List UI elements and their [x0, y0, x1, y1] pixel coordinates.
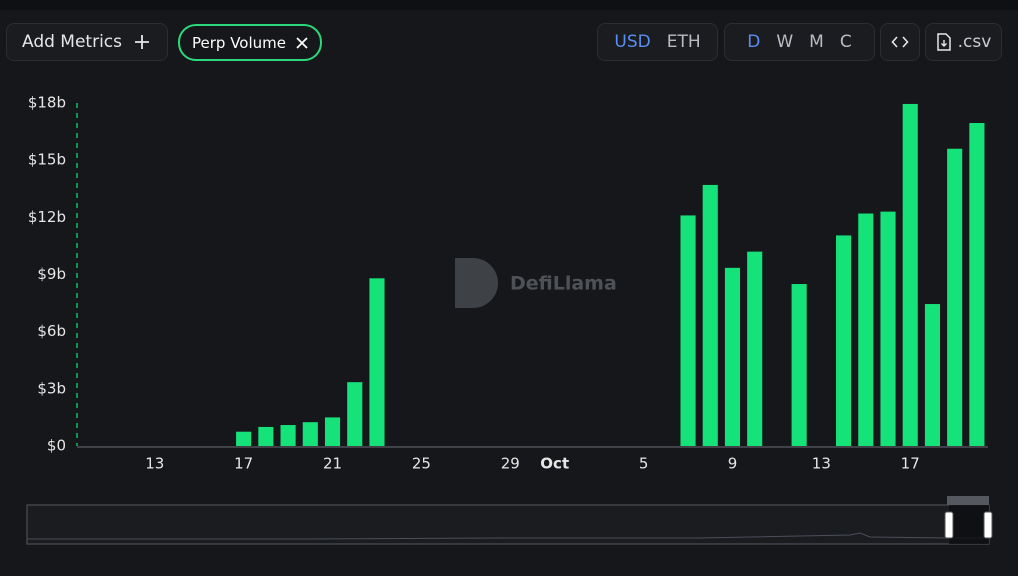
- y-tick-label: $3b: [37, 379, 66, 397]
- slider-handle[interactable]: [983, 511, 993, 539]
- period-option[interactable]: W: [776, 32, 794, 52]
- slider-handle[interactable]: [944, 511, 954, 539]
- metric-chip-label: Perp Volume: [192, 33, 286, 52]
- x-tick-label: 25: [412, 455, 431, 473]
- embed-button[interactable]: [880, 23, 920, 61]
- y-tick-label: $12b: [28, 208, 66, 226]
- bar: [969, 123, 985, 446]
- watermark-text: DefiLlama: [510, 273, 617, 295]
- bar: [324, 417, 341, 446]
- bar: [858, 213, 874, 446]
- bar: [347, 382, 363, 446]
- csv-button[interactable]: .csv: [925, 23, 1002, 61]
- period-toggle: D W M C: [724, 23, 875, 61]
- currency-option[interactable]: USD: [614, 32, 651, 52]
- x-tick-label: 29: [501, 455, 520, 473]
- bar: [302, 422, 318, 446]
- bar: [836, 235, 852, 446]
- period-option[interactable]: D: [747, 32, 761, 52]
- range-slider[interactable]: [26, 496, 993, 545]
- bar: [258, 426, 274, 446]
- bar: [280, 425, 296, 446]
- code-icon: [891, 36, 909, 48]
- bar: [924, 304, 941, 446]
- bar: [236, 431, 252, 446]
- y-tick-label: $18b: [28, 94, 66, 112]
- slider-bar: [947, 496, 989, 505]
- metric-chip[interactable]: Perp Volume: [178, 24, 322, 61]
- bar: [902, 103, 918, 447]
- bar: [369, 278, 385, 446]
- x-tick-label: 9: [728, 455, 738, 473]
- x-tick-label: 13: [145, 455, 164, 473]
- y-tick-label: $15b: [28, 151, 66, 169]
- csv-label: .csv: [957, 32, 992, 52]
- x-tick-label: Oct: [540, 455, 569, 473]
- x-tick-label: 5: [639, 455, 649, 473]
- slider-preview: [27, 532, 989, 540]
- bar: [880, 211, 896, 446]
- bar: [947, 148, 963, 446]
- top-border: [0, 0, 1018, 10]
- y-tick-label: $0: [47, 437, 66, 455]
- bar: [702, 184, 718, 446]
- file-icon: [936, 33, 951, 51]
- period-option[interactable]: M: [809, 32, 824, 52]
- currency-option[interactable]: ETH: [666, 32, 701, 52]
- add-metrics-label: Add Metrics: [21, 32, 123, 52]
- bar: [680, 215, 696, 446]
- slider-window: [949, 505, 989, 544]
- period-option[interactable]: C: [839, 32, 852, 52]
- y-tick-label: $9b: [37, 265, 66, 283]
- plus-icon: [135, 35, 150, 49]
- add-metrics-button[interactable]: Add Metrics: [6, 23, 168, 61]
- x-tick-label: 17: [901, 455, 920, 473]
- watermark: DefiLlama: [455, 258, 617, 308]
- x-tick-label: 13: [812, 455, 831, 473]
- currency-toggle: USD ETH: [597, 23, 718, 61]
- bar: [747, 251, 763, 446]
- y-tick-label: $6b: [37, 322, 66, 340]
- bar: [724, 267, 741, 446]
- watermark-logo: [455, 258, 498, 308]
- close-icon[interactable]: [294, 35, 310, 51]
- x-tick-label: 17: [234, 455, 253, 473]
- bar: [791, 284, 807, 446]
- x-tick-label: 21: [323, 455, 342, 473]
